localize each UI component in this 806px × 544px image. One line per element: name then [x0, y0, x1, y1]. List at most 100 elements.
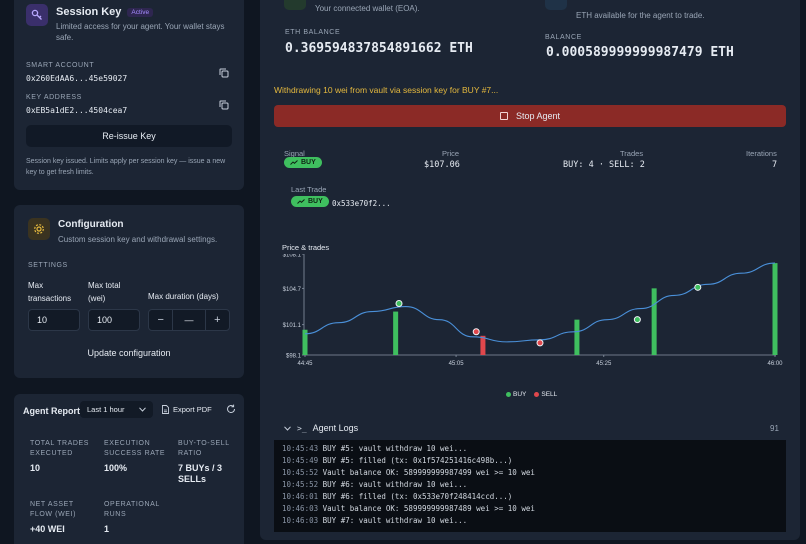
reissue-key-button[interactable]: Re-issue Key [26, 125, 232, 147]
log-time: 10:45:43 [282, 444, 319, 453]
y-tick-label: $101.1 [283, 323, 302, 329]
stop-agent-button[interactable]: Stop Agent [274, 105, 786, 127]
period-select[interactable]: Last 1 hour [80, 401, 153, 418]
trades-value: BUY: 4 · SELL: 2 [563, 160, 645, 170]
y-tick-label: $108.1 [283, 254, 302, 259]
trades-label: Trades [620, 149, 644, 158]
terminal-icon: >_ [297, 423, 307, 433]
max-total-input[interactable]: 100 [88, 309, 140, 331]
log-time: 10:45:52 [282, 480, 319, 489]
max-total-label: Max total (wei) [88, 281, 121, 303]
key-address-label: KEY ADDRESS [26, 94, 82, 101]
agent-logs-title: Agent Logs [312, 423, 359, 433]
log-line: 10:46:01 BUY #6: filled (tx: 0x533e70f24… [282, 491, 778, 503]
price-label: Price [442, 149, 460, 158]
buy-bar [651, 288, 657, 355]
agent-logs-header[interactable]: >_ Agent Logs [284, 423, 358, 433]
legend-sell: SELL [534, 391, 557, 398]
buy-marker [694, 283, 702, 291]
chevron-down-icon [284, 425, 291, 431]
buy-bar [393, 311, 399, 355]
max-duration-label: Max duration (days) [148, 292, 219, 301]
agent-status-message: Withdrawing 10 wei from vault via sessio… [274, 85, 499, 95]
last-trade-badge: BUY [291, 196, 329, 207]
x-tick-label: 45:05 [449, 361, 465, 367]
stat-operational-runs: OPERATIONAL RUNS 1 [104, 500, 170, 534]
balance-icon [545, 0, 567, 10]
buy-bar [574, 319, 580, 355]
stop-agent-label: Stop Agent [515, 111, 561, 121]
settings-label: SETTINGS [28, 262, 68, 269]
chart-title: Price & trades [282, 243, 330, 252]
duration-value[interactable]: — [172, 310, 206, 330]
stop-icon [499, 112, 508, 120]
x-tick-label: 46:00 [767, 361, 783, 367]
copy-icon[interactable] [219, 68, 229, 78]
log-line: 10:46:03 Vault balance OK: 5899999999874… [282, 503, 778, 515]
stat-label: OPERATIONAL RUNS [104, 501, 160, 518]
stat-value: +40 WEI [30, 524, 65, 534]
decrement-button[interactable]: − [157, 314, 164, 326]
stat-label: TOTAL TRADES EXECUTED [30, 440, 90, 457]
buy-bar [302, 329, 308, 355]
key-icon [26, 4, 48, 26]
sell-bar [480, 335, 486, 355]
stat-value: 100% [104, 463, 128, 473]
agent-dashboard-panel: Your connected wallet (EOA). ETH availab… [260, 0, 800, 540]
last-trade-tx: 0x533e70f2... [332, 199, 391, 208]
log-time: 10:46:03 [282, 504, 319, 513]
signal-value: BUY [301, 159, 316, 166]
stat-label: EXECUTION SUCCESS RATE [104, 440, 166, 457]
stat-label: NET ASSET FLOW (WEI) [30, 501, 77, 518]
iterations-label: Iterations [746, 149, 777, 158]
signal-label: Signal [284, 149, 305, 158]
max-transactions-input[interactable]: 10 [28, 309, 80, 331]
log-message: Vault balance OK: 589999999987489 wei >=… [318, 504, 535, 513]
copy-icon[interactable] [219, 100, 229, 110]
export-pdf-button[interactable]: Export PDF [162, 405, 212, 414]
wallet-icon [284, 0, 306, 10]
smart-account-address: 0x260EdAA6...45e59027 [26, 74, 128, 83]
session-key-subtitle: Limited access for your agent. Your wall… [56, 22, 225, 42]
session-key-panel: Session Key Active Limited access for yo… [14, 0, 244, 190]
log-line: 10:45:49 BUY #5: filled (tx: 0x1f5742514… [282, 455, 778, 467]
log-count: 91 [770, 424, 779, 433]
iterations-value: 7 [772, 160, 778, 170]
log-message: BUY #5: filled (tx: 0x1f574251416c498b..… [318, 456, 513, 465]
sell-marker [472, 328, 480, 336]
log-time: 10:45:52 [282, 468, 319, 477]
refresh-icon[interactable] [226, 404, 236, 414]
sell-marker [536, 339, 544, 347]
y-tick-label: $104.7 [283, 287, 302, 293]
increment-button[interactable]: + [214, 314, 221, 326]
price-trades-chart: $108.1 $104.7 $101.1 $98.144:45 45:05 45:25 46… [283, 254, 783, 367]
balance-label: BALANCE [545, 34, 582, 41]
connected-wallet-note: Your connected wallet (EOA). [315, 4, 420, 13]
stat-value: 10 [30, 463, 41, 473]
eth-balance-value: 0.369594837854891662 ETH [285, 41, 473, 56]
legend-buy: BUY [506, 391, 526, 398]
configuration-title: Configuration [58, 219, 124, 230]
log-console[interactable]: 10:45:43 BUY #5: vault withdraw 10 wei..… [274, 440, 786, 532]
trend-up-icon [290, 160, 298, 165]
price-value: $107.06 [424, 160, 460, 170]
stat-value: 1 [104, 524, 110, 534]
trend-up-icon [297, 199, 305, 204]
last-trade-type: BUY [308, 198, 323, 205]
period-value: Last 1 hour [87, 405, 125, 414]
settings-icon [28, 218, 50, 240]
duration-stepper: − — + [148, 309, 230, 331]
stat-buy-sell-ratio: BUY-TO-SELL RATIO 7 BUYs / 3 SELLs [178, 439, 238, 485]
configuration-subtitle: Custom session key and withdrawal settin… [58, 235, 218, 244]
log-message: BUY #7: vault withdraw 10 wei... [318, 516, 468, 525]
stat-net-flow: NET ASSET FLOW (WEI) +40 WEI [30, 500, 96, 534]
export-pdf-label: Export PDF [173, 405, 212, 414]
update-configuration-button[interactable]: Update configuration [87, 348, 171, 358]
log-time: 10:46:01 [282, 492, 319, 501]
log-time: 10:46:03 [282, 516, 319, 525]
log-time: 10:45:49 [282, 456, 319, 465]
y-tick-label: $98.1 [286, 354, 302, 360]
log-line: 10:45:52 Vault balance OK: 5899999999874… [282, 467, 778, 479]
configuration-panel: Configuration Custom session key and wit… [14, 205, 244, 378]
price-line [304, 262, 776, 343]
